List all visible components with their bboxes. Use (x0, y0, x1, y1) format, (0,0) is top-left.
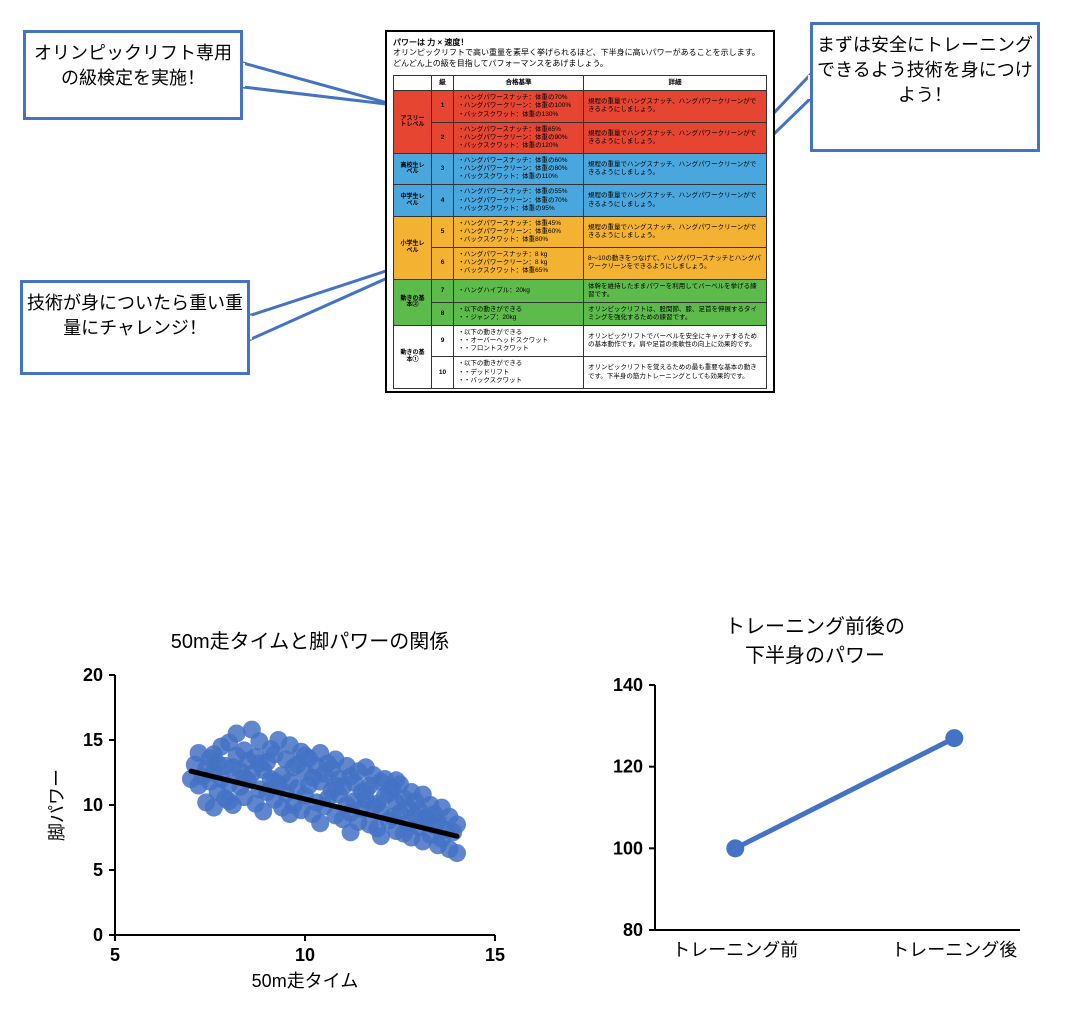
callout-text: オリンピックリフト専用の級検定を実施！ (34, 43, 232, 88)
svg-text:トレーニング後: トレーニング後 (891, 940, 1017, 960)
callout-text: 技術が身についたら重い重量にチャレンジ！ (27, 293, 243, 338)
line-chart: トレーニング前後の 下半身のパワー 80100120140トレーニング前トレーニ… (580, 610, 1050, 980)
svg-text:20: 20 (83, 665, 103, 685)
svg-text:5: 5 (93, 860, 103, 880)
svg-text:120: 120 (613, 757, 643, 777)
scatter-chart: 50m走タイムと脚パワーの関係 0510152051015脚パワー50m走タイム (45, 625, 515, 995)
svg-text:10: 10 (295, 945, 315, 965)
callout-top-left: オリンピックリフト専用の級検定を実施！ (23, 30, 243, 120)
svg-text:15: 15 (485, 945, 505, 965)
svg-text:140: 140 (613, 675, 643, 695)
svg-text:5: 5 (110, 945, 120, 965)
cert-caption: パワーは 力 × 速度！ オリンピックリフトで高い重量を素早く挙げられるほど、下… (393, 38, 767, 69)
svg-text:50m走タイム: 50m走タイム (252, 971, 359, 991)
line-svg: 80 100 120 140 トレーニング前 トレーニング後 (580, 610, 1050, 980)
callout-mid-left: 技術が身についたら重い重量にチャレンジ！ (20, 280, 250, 375)
svg-text:0: 0 (93, 925, 103, 945)
svg-text:10: 10 (83, 795, 103, 815)
scatter-svg: 0510152051015脚パワー50m走タイム (45, 625, 515, 995)
certification-table: パワーは 力 × 速度！ オリンピックリフトで高い重量を素早く挙げられるほど、下… (385, 30, 775, 393)
svg-text:トレーニング前: トレーニング前 (672, 940, 798, 960)
callout-text: まずは安全にトレーニングできるよう技術を身につけよう！ (817, 35, 1033, 105)
cert-caption-body: オリンピックリフトで高い重量を素早く挙げられるほど、下半身に高いパワーがあること… (393, 48, 760, 67)
svg-text:脚パワー: 脚パワー (47, 769, 67, 841)
callout-top-right: まずは安全にトレーニングできるよう技術を身につけよう！ (810, 22, 1040, 152)
svg-text:80: 80 (623, 920, 643, 940)
svg-text:15: 15 (83, 730, 103, 750)
cert-caption-title: パワーは 力 × 速度！ (393, 38, 468, 47)
svg-text:100: 100 (613, 838, 643, 858)
cert-grid: 級合格基準詳細アスリートレベル1ハングパワースナッチ：体重の70%ハングパワーク… (393, 75, 767, 389)
